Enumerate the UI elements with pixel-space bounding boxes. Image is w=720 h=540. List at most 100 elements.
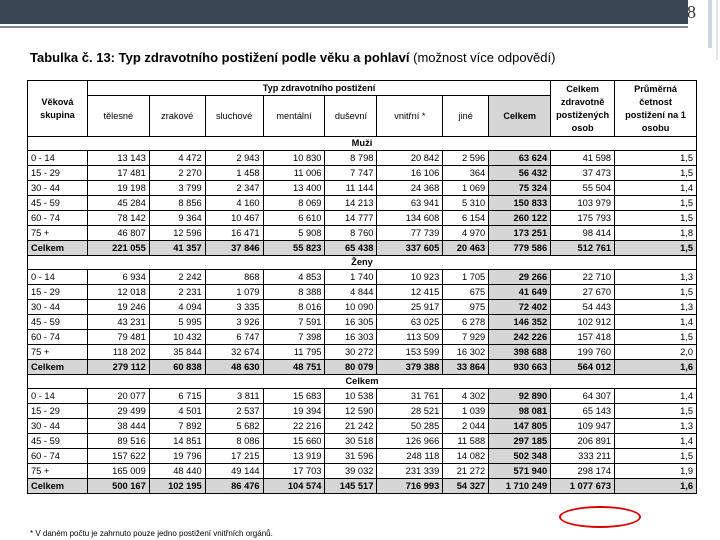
table-cell: 500 167 xyxy=(86,478,150,494)
table-cell: 1 705 xyxy=(442,269,490,285)
table-row: 0 - 14 6 934 2 242 868 4 853 1 740 10 923 1 705… xyxy=(27,269,697,285)
table-cell: 333 211 xyxy=(550,448,616,464)
table-cell: 54 327 xyxy=(442,478,490,494)
table-cell: 33 864 xyxy=(442,359,490,375)
table-cell: 8 798 xyxy=(324,150,378,166)
table-cell: 102 912 xyxy=(550,314,616,330)
table-cell: 126 966 xyxy=(376,433,444,449)
table-cell: 157 622 xyxy=(86,448,150,464)
table-cell: 868 xyxy=(204,269,264,285)
table-title: Tabulka č. 13: Typ zdravotního postižení… xyxy=(30,50,555,65)
table-cell: 1,5 xyxy=(614,165,697,181)
header-col-zrakove: zrakové xyxy=(148,95,206,137)
table-title-note: (možnost více odpovědí) xyxy=(413,50,556,65)
table-cell: 10 467 xyxy=(204,210,264,226)
table-cell: 1,5 xyxy=(614,403,697,419)
table-cell: 1,6 xyxy=(614,359,697,375)
table-cell: 60 838 xyxy=(148,359,206,375)
header-col-dusevni: duševní xyxy=(324,95,378,137)
table-cell: 98 081 xyxy=(488,403,552,419)
table-cell: 29 266 xyxy=(488,269,552,285)
table-cell: 157 418 xyxy=(550,329,616,345)
table-cell: 64 307 xyxy=(550,388,616,404)
table-cell: 5 682 xyxy=(204,418,264,434)
table-cell: 2 231 xyxy=(148,284,206,300)
table-cell: 12 018 xyxy=(86,284,150,300)
table-cell: 1,9 xyxy=(614,463,697,479)
row-label: 15 - 29 xyxy=(27,165,88,181)
table-cell: 109 947 xyxy=(550,418,616,434)
table-cell: 1 079 xyxy=(204,284,264,300)
table-cell: 8 388 xyxy=(262,284,326,300)
table-cell: 147 805 xyxy=(488,418,552,434)
row-label: 45 - 59 xyxy=(27,314,88,330)
table-cell: 16 302 xyxy=(442,344,490,360)
table-cell: 502 348 xyxy=(488,448,552,464)
table-row: 45 - 59 45 284 8 856 4 160 8 069 14 213 63 941… xyxy=(27,195,697,211)
table-cell: 1,5 xyxy=(614,240,697,256)
section-row: Celkem xyxy=(27,374,697,389)
table-cell: 134 608 xyxy=(376,210,444,226)
table-cell: 6 747 xyxy=(204,329,264,345)
table-cell: 11 795 xyxy=(262,344,326,360)
table-cell: 20 842 xyxy=(376,150,444,166)
table-cell: 31 596 xyxy=(324,448,378,464)
row-label: 0 - 14 xyxy=(27,388,88,404)
table-cell: 260 122 xyxy=(488,210,552,226)
table-cell: 65 143 xyxy=(550,403,616,419)
table-row: 75 +46 807 12 596 16 471 5 908 8 760 77 739 4 … xyxy=(27,225,697,241)
table-cell: 716 993 xyxy=(376,478,444,494)
page-number: 8 xyxy=(687,2,696,22)
table-cell: 571 940 xyxy=(488,463,552,479)
table-cell: 206 891 xyxy=(550,433,616,449)
table-cell: 16 305 xyxy=(324,314,378,330)
table-cell: 37 846 xyxy=(204,240,264,256)
table-cell: 1,4 xyxy=(614,433,697,449)
table-cell: 8 016 xyxy=(262,299,326,315)
table-cell: 6 934 xyxy=(86,269,150,285)
table-cell: 1,5 xyxy=(614,448,697,464)
table-cell: 298 174 xyxy=(550,463,616,479)
table-cell: 175 793 xyxy=(550,210,616,226)
table-cell: 930 663 xyxy=(488,359,552,375)
table-cell: 20 077 xyxy=(86,388,150,404)
table-cell: 45 284 xyxy=(86,195,150,211)
table-cell: 3 926 xyxy=(204,314,264,330)
table-cell: 55 823 xyxy=(262,240,326,256)
table-cell: 5 310 xyxy=(442,195,490,211)
table-cell: 46 807 xyxy=(86,225,150,241)
table-row: 30 - 44 38 444 7 892 5 682 22 216 21 242 50 28… xyxy=(27,418,697,434)
table-cell: 10 090 xyxy=(324,299,378,315)
row-label: 60 - 74 xyxy=(27,210,88,226)
header-col-celkem: Celkem xyxy=(488,95,552,137)
footnote: * V daném počtu je zahrnuto pouze jedno … xyxy=(30,529,273,538)
table-cell: 16 106 xyxy=(376,165,444,181)
table-cell: 14 082 xyxy=(442,448,490,464)
table-cell: 1,4 xyxy=(614,314,697,330)
table-cell: 12 596 xyxy=(148,225,206,241)
table-cell: 39 032 xyxy=(324,463,378,479)
table-cell: 1,3 xyxy=(614,269,697,285)
row-label: 60 - 74 xyxy=(27,448,88,464)
table-cell: 24 368 xyxy=(376,180,444,196)
table-cell: 146 352 xyxy=(488,314,552,330)
table-cell: 75 324 xyxy=(488,180,552,196)
row-label: 0 - 14 xyxy=(27,269,88,285)
header-col-mentalni: mentální xyxy=(262,95,326,137)
table-cell: 6 154 xyxy=(442,210,490,226)
table-row: 15 - 29 17 481 2 270 1 458 11 006 7 747 16 106… xyxy=(27,165,697,181)
table-row: 30 - 44 19 198 3 799 2 347 13 400 11 144 24 36… xyxy=(27,180,697,196)
table-cell: 54 443 xyxy=(550,299,616,315)
table-cell: 1,5 xyxy=(614,210,697,226)
table-cell: 17 703 xyxy=(262,463,326,479)
table-cell: 43 231 xyxy=(86,314,150,330)
table-cell: 11 006 xyxy=(262,165,326,181)
table-cell: 7 892 xyxy=(148,418,206,434)
header-col-telesne: tělesné xyxy=(86,95,150,137)
table-cell: 21 272 xyxy=(442,463,490,479)
table-cell: 379 388 xyxy=(376,359,444,375)
table-cell: 1,5 xyxy=(614,329,697,345)
table-cell: 337 605 xyxy=(376,240,444,256)
row-label: 75 + xyxy=(27,225,88,241)
table-cell: 14 777 xyxy=(324,210,378,226)
